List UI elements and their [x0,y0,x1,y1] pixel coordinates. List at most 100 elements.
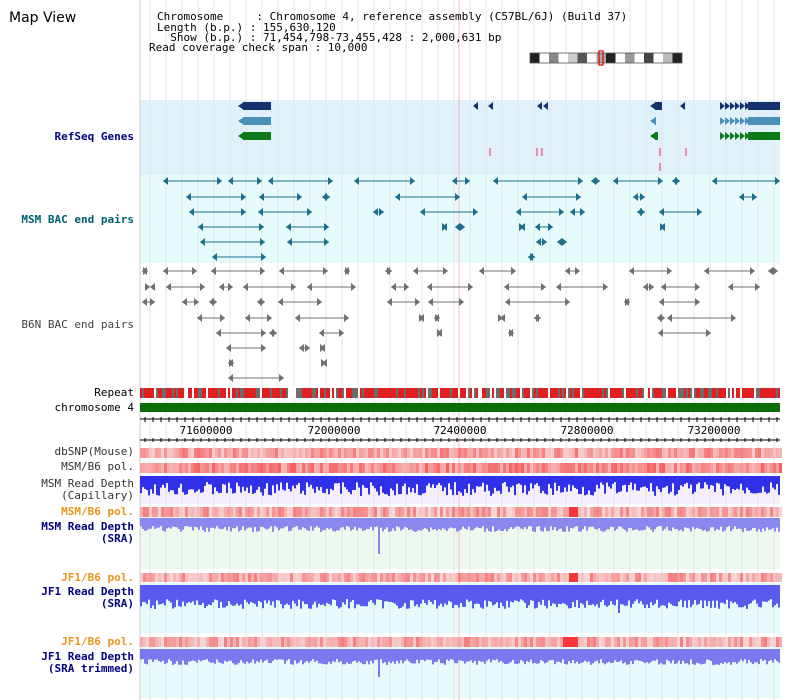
track-label-msm-b6-pol-2[interactable]: MSM/B6 pol. [61,505,134,518]
jf1-depth-sra-bar [408,585,410,609]
jf1-b6-pol-cell [497,573,500,582]
msm-b6-pol-2-cell [188,507,191,517]
msm-depth-sra-bar [178,518,180,530]
jf1-b6-pol-cell [161,573,164,582]
msm-b6-pol-cell [230,463,233,473]
jf1-depth-trim-bar [214,649,216,664]
jf1-b6-pol-cell [701,573,704,582]
jf1-b6-pol-2-cell [734,637,737,647]
jf1-depth-trim-bar [190,649,192,662]
msm-b6-pol-2-cell [221,507,224,517]
dbsnp-cell [149,448,152,458]
jf1-b6-pol-2-cell [485,637,488,647]
jf1-depth-sra-bar [184,585,186,607]
dbsnp-cell [167,448,170,458]
track-label-msm-read-depth-capillary[interactable]: MSM Read Depth (Capillary) [41,477,134,502]
jf1-depth-sra-bar [768,585,770,601]
msm-depth-sra-bar [612,518,614,528]
track-label-msm-bac[interactable]: MSM BAC end pairs [21,213,134,226]
msm-depth-sra-bar [308,518,310,532]
repeat-segment [634,388,636,398]
jf1-depth-sra-bar [472,585,474,609]
jf1-depth-sra-bar [160,585,162,605]
msm-depth-sra-bar [622,518,624,529]
msm-b6-pol-cell [191,463,194,473]
track-label-jf1-b6-pol-2[interactable]: JF1/B6 pol. [61,635,134,648]
jf1-depth-trim-bar [530,649,532,660]
bac-end [428,298,433,306]
jf1-b6-pol-2-cell [335,637,338,647]
msm-depth-cap-bar [556,476,558,491]
jf1-b6-pol-cell [269,573,272,582]
msm-b6-pol-2-cell [650,507,653,517]
repeat-segment [514,388,516,398]
jf1-depth-sra-bar [722,585,724,603]
jf1-depth-sra-bar [172,585,174,609]
track-label-msm-b6-pol[interactable]: MSM/B6 pol. [61,460,134,473]
track-label-msm-read-depth-sra[interactable]: MSM Read Depth (SRA) [41,520,134,545]
msm-b6-pol-cell [218,463,221,473]
track-label-jf1-read-depth-sra[interactable]: JF1 Read Depth (SRA) [41,585,134,610]
msm-b6-pol-2-cell [257,507,260,517]
jf1-depth-sra-bar [736,585,738,605]
msm-b6-pol-cell [200,463,203,473]
jf1-b6-pol-2-cell [752,637,755,647]
jf1-depth-sra-bar [348,585,350,609]
msm-depth-sra-bar [350,518,352,531]
repeat-segment [714,388,716,398]
repeat-segment [242,388,244,398]
msm-b6-pol-2-cell [410,507,413,517]
track-label-jf1-b6-pol[interactable]: JF1/B6 pol. [61,571,134,584]
repeat-segment [746,388,748,398]
msm-depth-cap-bar [720,476,722,490]
jf1-depth-trim-bar [158,649,160,662]
msm-depth-sra-bar [600,518,602,531]
repeat-segment [700,388,702,398]
msm-b6-pol-cell [728,463,731,473]
jf1-depth-trim-bar [636,649,638,660]
repeat-segment [158,388,160,398]
msm-depth-cap-bar [358,476,360,488]
bac-end [257,177,262,185]
jf1-depth-trim-bar [612,649,614,663]
msm-depth-sra-bar [268,518,270,529]
bac-end [279,374,284,382]
msm-depth-cap-bar [486,476,488,485]
msm-b6-pol-cell [224,463,227,473]
pseudo-gene-mark [685,148,687,156]
jf1-depth-sra-bar [636,585,638,600]
jf1-depth-sra-bar [714,585,716,608]
msm-depth-cap-bar [224,476,226,485]
jf1-depth-sra-bar [456,585,458,605]
jf1-b6-pol-2-cell [353,637,356,647]
dbsnp-cell [692,448,695,458]
jf1-depth-sra-bar [544,585,546,606]
repeat-segment [668,388,670,398]
jf1-depth-sra-bar [600,585,602,603]
msm-b6-pol-2-cell [638,507,641,517]
jf1-b6-pol-2-cell [428,637,431,647]
track-label-refseq[interactable]: RefSeq Genes [54,130,134,143]
msm-depth-cap-bar [586,476,588,495]
track-label-dbsnp[interactable]: dbSNP(Mouse) [54,445,134,458]
track-label-b6n-bac[interactable]: B6N BAC end pairs [21,318,134,331]
jf1-depth-sra-bar [562,585,564,604]
msm-depth-sra-bar [394,518,396,531]
repeat-segment [328,388,330,398]
msm-depth-cap-bar [250,476,252,486]
jf1-depth-sra-bar [642,585,644,605]
jf1-b6-pol-cell [644,573,647,582]
track-label-jf1-read-depth-trim[interactable]: JF1 Read Depth (SRA trimmed) [41,650,134,675]
msm-depth-cap-bar [346,476,348,490]
msm-b6-pol-2-cell [602,507,605,517]
msm-depth-cap-bar [234,476,236,493]
msm-depth-sra-bar [434,518,436,530]
jf1-b6-pol-cell [659,573,662,582]
msm-b6-pol-2-cell [428,507,431,517]
msm-b6-pol-2-cell [209,507,212,517]
msm-depth-cap-bar [156,476,158,496]
msm-depth-cap-bar [508,476,510,492]
repeat-segment [346,388,348,398]
jf1-b6-pol-cell [278,573,281,582]
jf1-depth-sra-bar [362,585,364,607]
